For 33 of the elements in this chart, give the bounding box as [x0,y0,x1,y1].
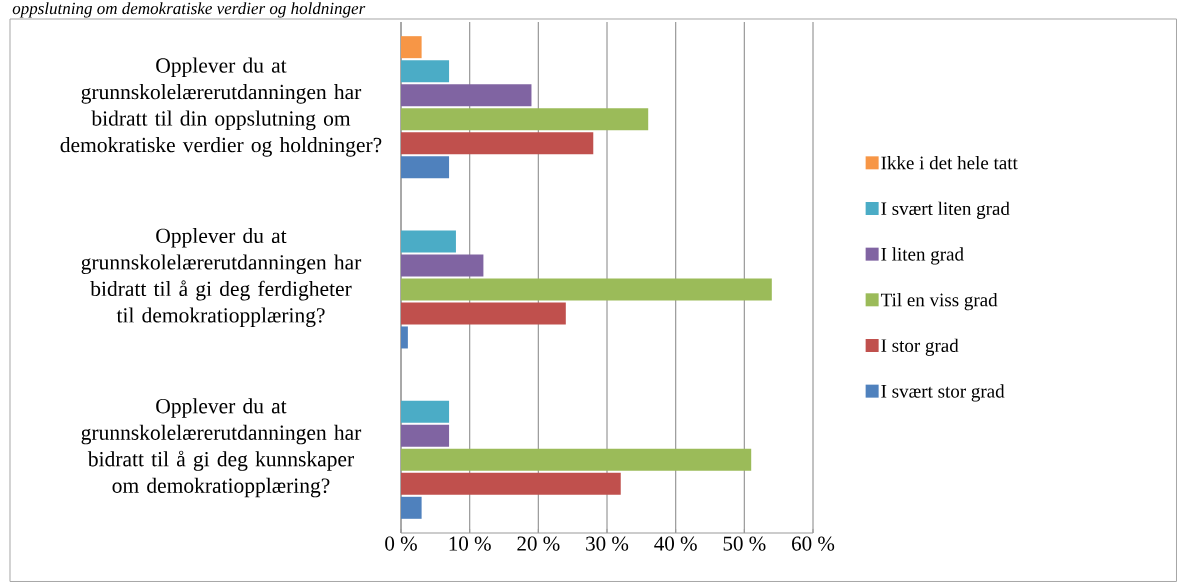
bar [401,302,566,325]
bar [401,84,532,107]
bar [401,36,422,59]
bar [401,108,649,131]
x-tick-label: 10 % [449,536,491,551]
legend-label: I stor grad [881,338,959,356]
legend-label: I svært liten grad [881,201,1010,219]
x-tick-label: 30 % [586,536,629,551]
x-tick-label: 60 % [792,536,835,551]
legend-label: I liten grad [881,247,964,265]
bar [401,496,422,519]
text: oppslutning om demokratiske verdier og holdninger [12,2,366,18]
bar [401,132,594,155]
y-tick-label: Opplever du at grunnskolelærerutdanningen har bidratt til din oppslutning om demokratiske verdier og holdninger? [60,57,382,157]
x-tick-label: 40 % [654,536,697,551]
bar [401,326,408,349]
bar [401,156,450,179]
bar [401,400,450,423]
legend-label: Ikke i det hele tatt [881,155,1018,170]
x-tick-label: 0 % [385,536,417,551]
x-tick-label: 20 % [517,536,560,551]
bar [401,472,621,495]
y-tick-label: Opplever du at grunnskolelærerutdanningen har bidratt til å gi deg kunnskaper om demokratiopplæring? [81,398,362,498]
bar [401,278,772,301]
y-tick-label: Opplever du at grunnskolelærerutdanningen har bidratt til å gi deg ferdigheter til demokratiopplæring? [81,227,362,328]
bar [401,448,752,471]
legend-label: Til en viss grad [880,292,998,311]
x-tick-label: 50 % [723,536,766,551]
bar [401,424,450,447]
legend-label: I svært stor grad [881,384,1005,402]
bar [401,254,484,277]
bar [401,60,450,83]
bar [401,230,456,253]
